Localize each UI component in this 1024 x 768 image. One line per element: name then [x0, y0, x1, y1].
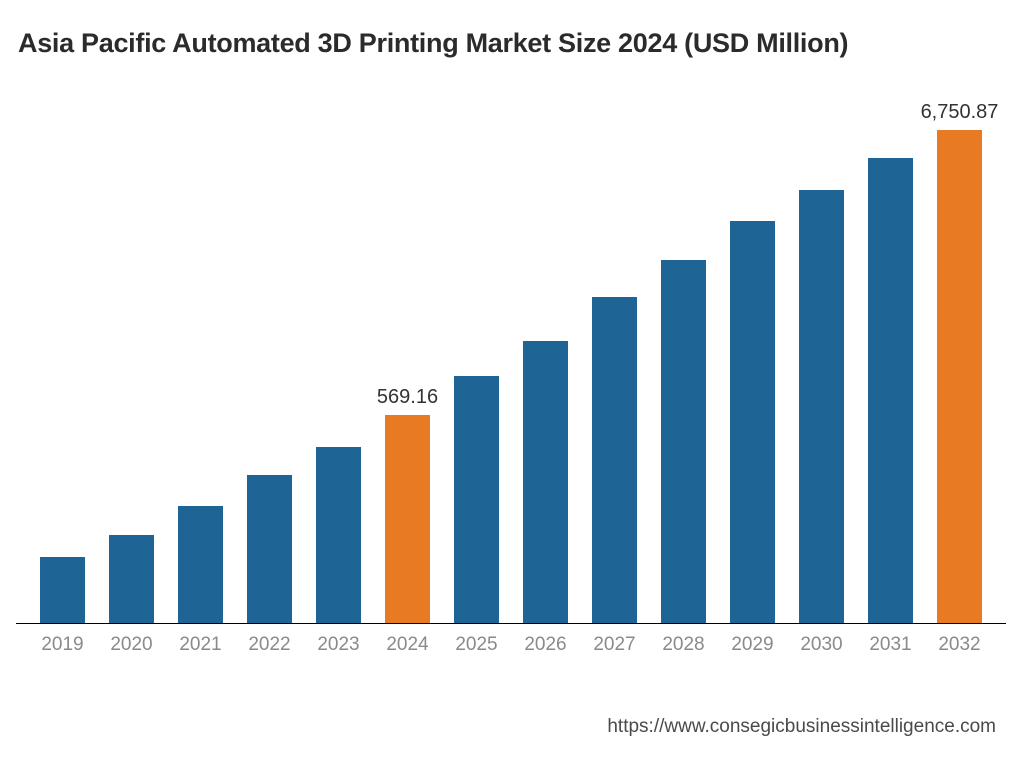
bar: [868, 158, 912, 623]
chart-area: 569.166,750.87 2019202020212022202320242…: [16, 100, 1006, 658]
x-axis-label: 2031: [856, 628, 925, 658]
x-axis-label: 2030: [787, 628, 856, 658]
bar-column: [166, 100, 235, 623]
x-axis-label: 2026: [511, 628, 580, 658]
bar-column: [787, 100, 856, 623]
bar-value-label: 6,750.87: [900, 101, 1020, 124]
bar-column: [856, 100, 925, 623]
bars-container: 569.16 6,750.87: [28, 100, 994, 623]
bar-column: [97, 100, 166, 623]
bar-column: [580, 100, 649, 623]
bar-column: [442, 100, 511, 623]
source-url: https://www.consegicbusinessintelligence…: [607, 716, 996, 738]
bar-column: [304, 100, 373, 623]
bar: [454, 376, 498, 623]
x-axis-label: 2020: [97, 628, 166, 658]
plot-area: 569.16 6,750.87: [16, 100, 1006, 624]
bar: [247, 475, 291, 623]
x-axis-label: 2024: [373, 628, 442, 658]
bar: [661, 260, 705, 623]
bar: [799, 190, 843, 623]
x-axis-label: 2022: [235, 628, 304, 658]
x-axis-label: 2027: [580, 628, 649, 658]
bar-column: 6,750.87: [925, 100, 994, 623]
bar-column: [511, 100, 580, 623]
bar: [40, 557, 84, 623]
bar-column: [28, 100, 97, 623]
bar-column: [235, 100, 304, 623]
bar: [730, 221, 774, 623]
bar: [109, 535, 153, 623]
bar: [523, 341, 567, 623]
x-axis-label: 2021: [166, 628, 235, 658]
bar: [316, 447, 360, 623]
bar: [385, 415, 429, 623]
x-axis-labels: 2019202020212022202320242025202620272028…: [28, 628, 994, 658]
bar: [178, 506, 222, 623]
x-axis-label: 2032: [925, 628, 994, 658]
bar-column: 569.16: [373, 100, 442, 623]
bar: [937, 130, 981, 623]
x-axis-label: 2025: [442, 628, 511, 658]
bar-column: [718, 100, 787, 623]
x-axis-label: 2019: [28, 628, 97, 658]
chart-title: Asia Pacific Automated 3D Printing Marke…: [18, 28, 1006, 59]
x-axis-label: 2023: [304, 628, 373, 658]
x-axis-label: 2029: [718, 628, 787, 658]
bar: [592, 297, 636, 623]
bar-column: [649, 100, 718, 623]
x-axis-label: 2028: [649, 628, 718, 658]
